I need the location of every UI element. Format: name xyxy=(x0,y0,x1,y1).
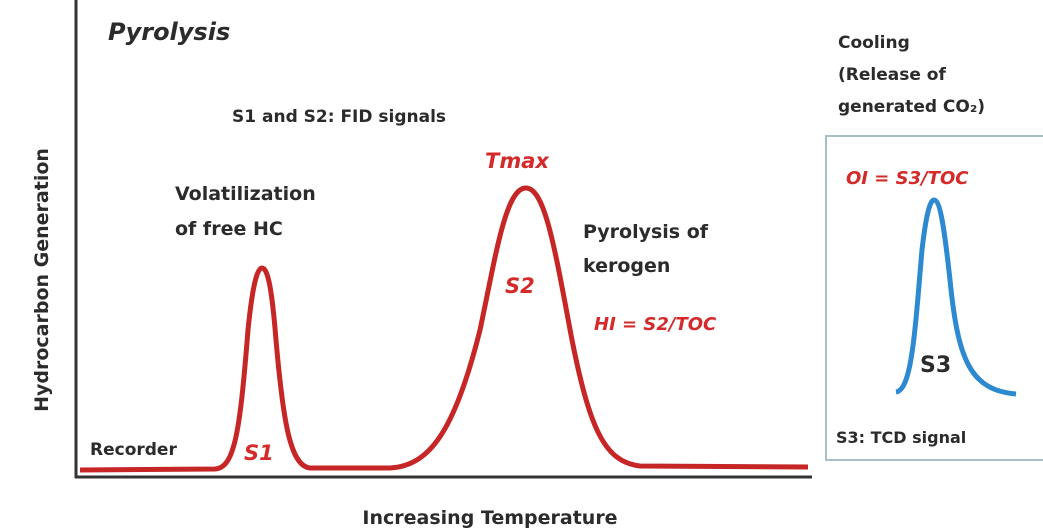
x-axis-label: Increasing Temperature xyxy=(362,507,617,529)
cooling-note: (Release of xyxy=(838,65,946,85)
cooling-note: Cooling xyxy=(838,33,910,53)
cooling-note: generated CO₂) xyxy=(838,97,985,117)
tcd-curve xyxy=(895,197,1017,397)
s1-description: Volatilization xyxy=(175,183,316,205)
recorder-label: Recorder xyxy=(90,440,177,460)
s2-description: kerogen xyxy=(583,255,670,277)
s1-label: S1 xyxy=(244,441,274,465)
s2-description: Pyrolysis of xyxy=(583,221,709,243)
oi-formula: OI = S3/TOC xyxy=(846,168,969,189)
s2-label: S2 xyxy=(505,274,535,298)
tmax-label: Tmax xyxy=(485,149,550,173)
s3-label: S3 xyxy=(920,353,951,378)
hi-formula: HI = S2/TOC xyxy=(594,314,717,335)
s3-box xyxy=(825,135,1043,461)
title: Pyrolysis xyxy=(108,18,230,46)
tcd-note: S3: TCD signal xyxy=(836,428,966,447)
fid-note: S1 and S2: FID signals xyxy=(232,107,446,127)
y-axis-label: Hydrocarbon Generation xyxy=(31,148,53,412)
fid-curve xyxy=(79,185,809,473)
s1-description: of free HC xyxy=(175,218,283,240)
